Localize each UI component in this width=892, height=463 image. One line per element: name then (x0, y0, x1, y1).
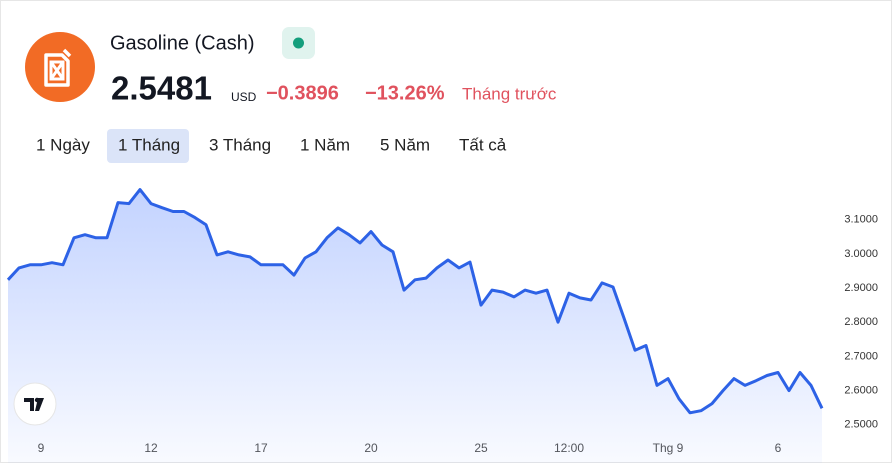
title: Gasoline (Cash) (110, 32, 255, 54)
status-dot (293, 37, 304, 49)
currency: USD (231, 90, 257, 104)
y-tick-label: 2.9000 (844, 282, 878, 294)
tv-logo[interactable] (13, 382, 57, 426)
y-tick-label: 3.0000 (844, 248, 878, 260)
tab[interactable]: 1 Tháng (118, 135, 180, 154)
tab[interactable]: 1 Ngày (36, 135, 90, 154)
y-tick-label: 2.6000 (844, 384, 878, 396)
change: −0.3896 (266, 82, 339, 104)
tab[interactable]: 5 Năm (380, 135, 430, 154)
area (8, 189, 822, 463)
tab[interactable]: 3 Tháng (209, 135, 271, 154)
period: Tháng trước (462, 84, 557, 103)
y-tick-label: 3.1000 (844, 214, 878, 226)
plot: 2.5000 2.6000 2.7000 2.8000 2.9000 3.0000 3.10… (6, 188, 878, 463)
logo (25, 32, 95, 102)
tab-active-bg (107, 129, 189, 163)
tab[interactable]: Tất cả (459, 135, 507, 154)
tab[interactable]: 1 Năm (300, 135, 350, 154)
line (6, 188, 824, 415)
price: 2.5481 (111, 70, 212, 107)
y-tick-label: 2.8000 (844, 316, 878, 328)
y-tick-label: 2.7000 (844, 350, 878, 362)
change-percent: −13.26% (365, 82, 445, 104)
y-tick-label: 2.5000 (844, 419, 878, 431)
